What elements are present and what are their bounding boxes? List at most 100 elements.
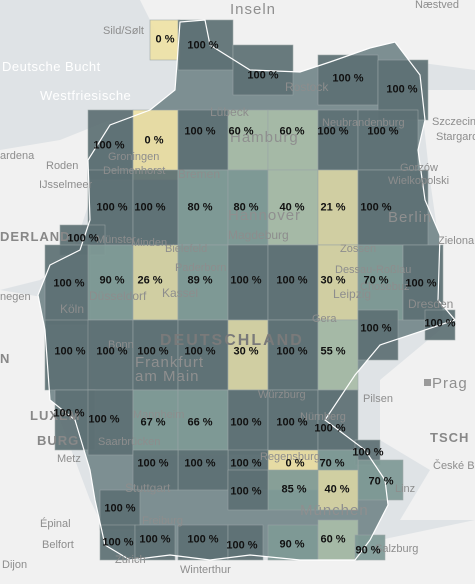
place-label-ijsselmeer: IJsselmeer	[39, 179, 93, 191]
place-label-deutsche-bucht: Deutsche Bucht	[2, 59, 101, 74]
coverage-cell[interactable]	[87, 244, 134, 321]
coverage-value: 100 %	[53, 407, 85, 420]
coverage-cell[interactable]	[177, 524, 229, 561]
coverage-value: 70 %	[319, 457, 345, 470]
coverage-value: 60 %	[279, 125, 305, 138]
coverage-cell[interactable]	[317, 54, 379, 106]
coverage-grid	[44, 19, 456, 561]
place-label-tsch: TSCH	[430, 430, 470, 445]
coverage-cell[interactable]	[177, 389, 229, 456]
coverage-cell[interactable]	[402, 244, 444, 321]
coverage-cell[interactable]	[44, 319, 91, 391]
land-netherlands	[0, 120, 110, 290]
coverage-value: 60 %	[320, 533, 346, 546]
coverage-value: 100 %	[137, 345, 169, 358]
coverage-cell[interactable]	[99, 489, 141, 531]
place-label-gorzow: Gorzów	[400, 162, 438, 174]
coverage-cell[interactable]	[132, 109, 179, 181]
coverage-cell[interactable]	[132, 319, 179, 391]
place-label-delmenhorst: Delmenhorst	[103, 165, 166, 177]
place-label-luebeck: Lübeck	[210, 105, 249, 119]
coverage-cell[interactable]	[267, 169, 319, 246]
coverage-value: 90 %	[279, 538, 305, 551]
coverage-cell[interactable]	[317, 519, 359, 561]
place-label-zielona: Zielona	[438, 235, 475, 247]
coverage-value: 100 %	[184, 345, 216, 358]
place-label-kassel: Kassel	[162, 286, 199, 300]
place-label-sild: Sild/Sølt	[103, 25, 144, 37]
coverage-cell[interactable]	[87, 109, 134, 181]
coverage-value: 100 %	[386, 83, 418, 96]
coverage-cell[interactable]	[317, 109, 359, 171]
coverage-cell[interactable]	[87, 319, 134, 391]
coverage-cell[interactable]	[317, 244, 359, 321]
place-label-naestved: Næstved	[415, 0, 460, 11]
coverage-value: 90 %	[355, 544, 381, 557]
place-label-bonn: Bonn	[108, 339, 134, 351]
coverage-cell[interactable]	[44, 244, 91, 326]
coverage-cell[interactable]	[132, 449, 179, 491]
place-label-bremen: Bremen	[178, 167, 221, 181]
coverage-cell[interactable]	[267, 319, 319, 391]
coverage-cell[interactable]	[177, 319, 229, 391]
coverage-value: 67 %	[140, 416, 166, 429]
coverage-value: 100 %	[96, 201, 128, 214]
coverage-cell[interactable]	[357, 244, 404, 321]
coverage-cell[interactable]	[317, 169, 359, 246]
place-label-ceske: České B	[433, 460, 475, 472]
coverage-value: 0 %	[155, 33, 175, 46]
coverage-cell[interactable]	[134, 524, 176, 561]
coverage-value: 100 %	[276, 345, 308, 358]
coverage-value: 80 %	[233, 201, 259, 214]
coverage-cell[interactable]	[227, 319, 269, 391]
place-label-gera: Gera	[312, 313, 337, 325]
coverage-cell[interactable]	[357, 169, 429, 246]
coverage-value: 80 %	[187, 201, 213, 214]
coverage-cell[interactable]	[227, 469, 269, 511]
coverage-cell[interactable]	[227, 244, 269, 321]
coverage-cell[interactable]	[267, 469, 319, 511]
place-label-groningen: Groningen	[108, 151, 160, 163]
coverage-value: 100 %	[230, 485, 262, 498]
coverage-cell[interactable]	[177, 169, 229, 246]
place-label-berlin: Berlin	[388, 209, 433, 226]
place-label-dresden: Dresden	[408, 297, 454, 311]
coverage-cell[interactable]	[177, 244, 229, 321]
place-label-stuttgart: Stuttgart	[125, 481, 171, 495]
coverage-cell[interactable]	[177, 109, 229, 171]
coverage-value: 100 %	[247, 69, 279, 82]
place-label-neubrandenburg: Neubrandenburg	[322, 117, 405, 129]
coverage-cell[interactable]	[357, 109, 419, 171]
coverage-cell[interactable]	[357, 309, 399, 361]
coverage-value: 55 %	[320, 345, 346, 358]
place-label-muenchen: München	[300, 502, 369, 519]
place-label-dijon: Dijon	[2, 559, 28, 571]
coverage-cell[interactable]	[357, 459, 404, 501]
coverage-cell[interactable]	[267, 524, 319, 561]
coverage-cell[interactable]	[132, 244, 179, 321]
coverage-cell[interactable]	[227, 109, 269, 171]
coverage-value: 100 %	[67, 232, 99, 245]
coverage-cell[interactable]	[177, 19, 234, 71]
place-label-epinal: Épinal	[40, 518, 71, 530]
place-label-roden: Roden	[46, 160, 79, 172]
coverage-cell[interactable]	[177, 449, 229, 491]
coverage-cell[interactable]	[132, 169, 179, 246]
coverage-cell[interactable]	[87, 389, 134, 456]
coverage-value: 0 %	[144, 134, 164, 147]
place-label-rostock: Rostock	[285, 80, 329, 94]
coverage-cell[interactable]	[227, 524, 264, 561]
place-label-prag: Prag	[432, 375, 468, 392]
coverage-value: 100 %	[230, 274, 262, 287]
coverage-cell[interactable]	[227, 169, 269, 246]
place-label-luxem: LUXEM	[30, 408, 81, 423]
place-label-leipzig: Leipzig	[333, 287, 372, 301]
place-label-magdeburg: Magdeburg	[228, 228, 289, 242]
coverage-value: 100 %	[276, 274, 308, 287]
place-label-salzburg: Salzburg	[375, 543, 419, 555]
coverage-cell[interactable]	[267, 109, 319, 171]
coverage-value: 100 %	[230, 457, 262, 470]
coverage-cell[interactable]	[267, 244, 319, 321]
place-label-hannover: Hannover	[228, 207, 302, 224]
